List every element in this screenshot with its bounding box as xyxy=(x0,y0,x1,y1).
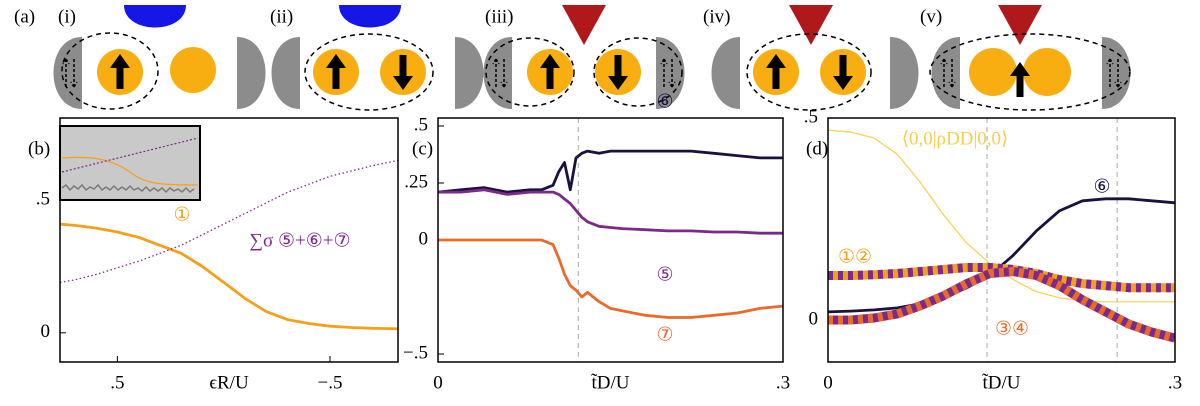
series-line xyxy=(60,222,398,331)
dot xyxy=(455,37,484,109)
dot xyxy=(1102,37,1131,109)
y-tick-label: .5 xyxy=(36,189,50,210)
dot xyxy=(711,37,740,109)
series-label: ① xyxy=(173,204,190,225)
panel-label: (a) xyxy=(14,6,35,27)
series-label: ③④ xyxy=(995,318,1029,339)
inset-line xyxy=(61,156,199,186)
dot xyxy=(271,37,300,109)
series-label: ∑σ ⑤+⑥+⑦ xyxy=(249,230,350,251)
dot xyxy=(969,48,1017,96)
gate xyxy=(562,5,606,45)
sub-label: (ii) xyxy=(270,6,293,27)
series-line-stripe xyxy=(828,267,1175,343)
inset xyxy=(59,125,201,201)
inset-noise xyxy=(61,183,195,194)
plot-area xyxy=(60,159,398,331)
x-tick-label: −.5 xyxy=(317,372,342,393)
x-axis-label: t̃D/U xyxy=(982,372,1021,393)
series-label: ①② xyxy=(838,246,872,267)
y-tick-label: .5 xyxy=(414,114,428,135)
ellipse xyxy=(593,37,683,107)
y-tick-label: 0 xyxy=(419,228,429,249)
series-line xyxy=(438,149,783,194)
dot xyxy=(483,37,512,109)
ellipse xyxy=(746,33,872,111)
ellipse xyxy=(485,37,575,107)
schematic: (a) (i) (ii) (iii) (iv) (v) xyxy=(14,5,1131,111)
ellipse xyxy=(929,33,1131,111)
y-tick-label: 0 xyxy=(41,321,51,342)
x-tick-label: 0 xyxy=(823,372,833,393)
dot xyxy=(931,37,960,109)
gate xyxy=(998,5,1042,45)
dot xyxy=(237,37,266,109)
series-line xyxy=(438,238,783,319)
gate xyxy=(789,5,833,45)
axes-frame xyxy=(827,117,1176,363)
y-tick-label: −.5 xyxy=(403,342,428,363)
panel-label: (d) xyxy=(806,138,828,159)
sub-label: (i) xyxy=(58,6,76,27)
series-label: ⟨0,0|ρDD|0,0⟩ xyxy=(902,128,1009,149)
sub-label: (iii) xyxy=(485,6,514,27)
y-tick-label: 0 xyxy=(809,308,819,329)
series-label: ⑤ xyxy=(656,264,673,285)
x-tick-label: 0 xyxy=(433,372,443,393)
ellipse xyxy=(304,33,434,111)
x-axis-label: ϵR/U xyxy=(209,372,249,393)
ellipse xyxy=(61,32,159,110)
plot-area xyxy=(438,149,783,319)
x-axis-label: t̃D/U xyxy=(591,372,630,393)
series-label: ⑥ xyxy=(1093,176,1110,197)
series-label: ⑦ xyxy=(656,324,673,345)
axes-frame xyxy=(59,117,399,363)
gate xyxy=(339,5,401,28)
x-tick-label: .3 xyxy=(1168,372,1182,393)
x-tick-label: .5 xyxy=(110,372,124,393)
plot-area xyxy=(828,129,1175,343)
sub-label: (iv) xyxy=(703,6,730,27)
series-line xyxy=(438,188,783,235)
y-tick-label: .25 xyxy=(404,171,428,192)
inset-line xyxy=(61,137,199,173)
gate xyxy=(124,5,186,28)
dot xyxy=(890,37,919,109)
dot xyxy=(170,47,216,93)
series-label: ⑥ xyxy=(656,91,673,112)
axes-frame xyxy=(437,117,784,363)
panel-label: (b) xyxy=(28,138,50,159)
panel-label: (c) xyxy=(412,138,433,159)
dot xyxy=(1023,48,1071,96)
x-tick-label: .3 xyxy=(776,372,790,393)
sub-label: (v) xyxy=(920,6,942,27)
series-line xyxy=(828,197,1175,314)
y-tick-label: .5 xyxy=(804,106,818,127)
